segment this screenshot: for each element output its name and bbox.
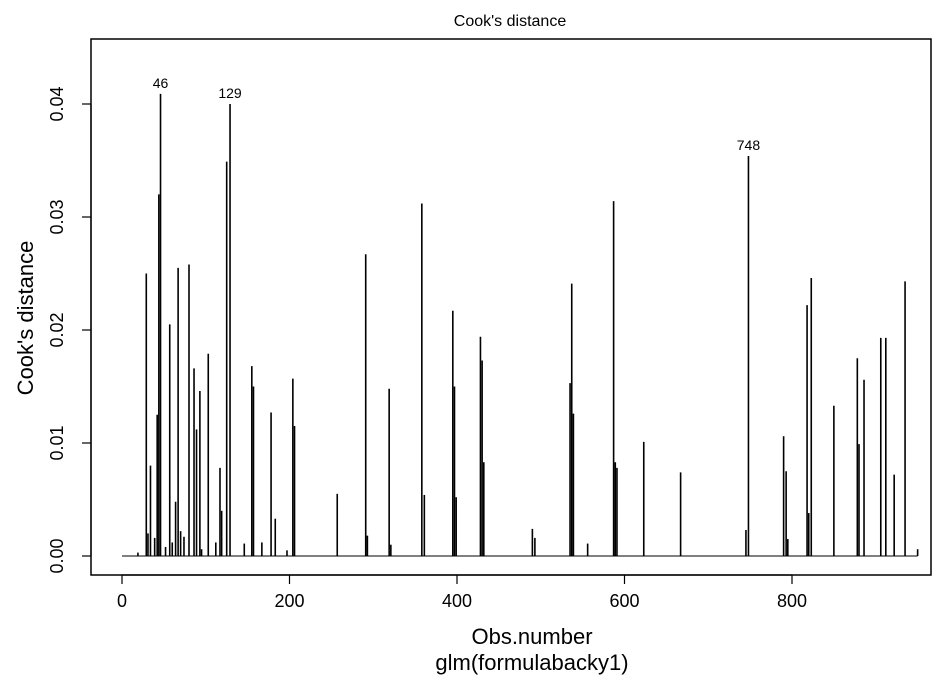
annotation-label: 46 bbox=[153, 75, 169, 91]
annotation-label: 748 bbox=[737, 137, 761, 153]
x-tick-label: 600 bbox=[609, 591, 639, 611]
x-tick-label: 400 bbox=[442, 591, 472, 611]
y-tick-label: 0.00 bbox=[47, 538, 67, 573]
x-tick-label: 0 bbox=[117, 591, 127, 611]
y-tick-label: 0.03 bbox=[47, 199, 67, 234]
y-tick-label: 0.04 bbox=[47, 86, 67, 121]
x-tick-label: 800 bbox=[777, 591, 807, 611]
x-tick-label: 200 bbox=[274, 591, 304, 611]
y-tick-label: 0.02 bbox=[47, 312, 67, 347]
y-axis-label: Cook's distance bbox=[13, 241, 38, 396]
bars-group bbox=[122, 93, 919, 557]
chart-subtitle: glm(formulabacky1) bbox=[435, 650, 628, 675]
y-tick-label: 0.01 bbox=[47, 425, 67, 460]
annotation-label: 129 bbox=[218, 85, 242, 101]
plot-frame bbox=[90, 38, 932, 576]
chart-title: Cook's distance bbox=[454, 13, 567, 30]
annotations-group: 46 129 748 bbox=[153, 75, 761, 153]
x-axis: 0 200 400 600 800 bbox=[117, 574, 807, 611]
y-axis: 0.00 0.01 0.02 0.03 0.04 bbox=[47, 86, 92, 574]
x-axis-label: Obs.number bbox=[471, 624, 592, 649]
